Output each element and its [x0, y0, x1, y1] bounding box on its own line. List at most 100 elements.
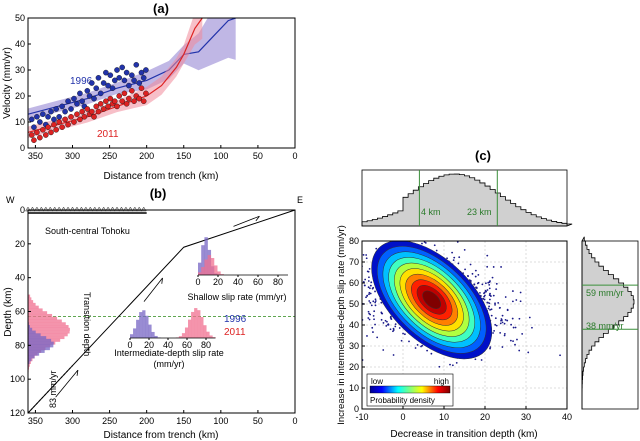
- right-marginal-box: [581, 240, 639, 410]
- panel-a-title: (a): [153, 1, 169, 16]
- depth-hist-2011: [28, 311, 48, 315]
- c-sample-point: [501, 314, 504, 317]
- c-sample-point: [384, 319, 387, 322]
- c-sample-point: [488, 284, 491, 286]
- a-point-2011: [31, 137, 37, 143]
- a-point-2011: [56, 119, 62, 125]
- c-sample-point: [486, 265, 489, 268]
- c-sample-point: [500, 266, 502, 268]
- a-point-1996: [37, 119, 43, 125]
- c-sample-point: [559, 354, 561, 357]
- a-xtick-label: 350: [28, 151, 43, 161]
- a-point-1996: [105, 82, 111, 89]
- c-sample-point: [477, 273, 480, 276]
- a-xtick-label: 100: [213, 151, 228, 161]
- east-label: E: [297, 195, 303, 205]
- a-point-2011: [40, 127, 46, 133]
- a-point-1996: [40, 111, 46, 117]
- c-sample-point: [477, 281, 480, 284]
- shallow-hist-2011: [198, 272, 202, 275]
- c-sample-point: [521, 333, 524, 335]
- a-point-2011: [116, 93, 123, 99]
- c-sample-point: [457, 262, 460, 265]
- intermediate-arrow: [143, 277, 163, 302]
- c-sample-point: [355, 316, 357, 318]
- colorbar: [369, 385, 451, 394]
- c-sample-point: [488, 302, 491, 305]
- a-xtick-label: 150: [176, 151, 191, 161]
- c-sample-point: [489, 347, 491, 350]
- a-point-2011: [103, 98, 109, 104]
- depth-hist-1996: [28, 349, 45, 353]
- c-xtick-label: -10: [355, 412, 368, 422]
- c-sample-point: [368, 276, 370, 279]
- shallow-tick-label: 80: [273, 277, 283, 287]
- intermediate-tick-label: 80: [201, 340, 211, 350]
- a-point-2011: [88, 108, 95, 115]
- intermediate-tick-label: 20: [144, 340, 154, 350]
- plate-arrow: [55, 369, 79, 398]
- c-sample-point: [421, 242, 423, 245]
- c-sample-point: [489, 308, 491, 311]
- panel-a-ylabel: Velocity (mm/yr): [2, 47, 13, 119]
- c-sample-point: [364, 278, 367, 281]
- a-point-1996: [119, 64, 125, 71]
- c-ytick-label: 40: [349, 320, 359, 330]
- c-sample-point: [374, 301, 377, 304]
- slab-extension: [27, 365, 73, 414]
- depth-hist-2011: [28, 330, 70, 334]
- a-point-2011: [71, 119, 77, 125]
- c-ytick-label: 60: [349, 278, 359, 288]
- c-sample-point: [503, 334, 506, 337]
- depth-hist-2011: [28, 366, 30, 370]
- c-sample-point: [369, 287, 371, 290]
- intermediate-hist-2011: [197, 310, 201, 338]
- c-sample-point: [376, 336, 379, 339]
- top-marginal-label-1: 4 km: [421, 207, 441, 217]
- depth-hist-2011: [28, 302, 36, 306]
- a-point-1996: [74, 101, 80, 107]
- c-sample-point: [483, 298, 486, 301]
- depth-hist-1996: [28, 347, 50, 351]
- c-contour-level: [422, 290, 441, 309]
- a-point-2011: [59, 124, 65, 130]
- intermediate-inset-xlabel2: (mm/yr): [154, 359, 185, 369]
- c-sample-point: [392, 354, 395, 356]
- intermediate-hist-1996: [139, 312, 143, 338]
- c-sample-point: [374, 323, 376, 326]
- depth-hist-1996: [28, 344, 54, 348]
- a-xtick-label: 50: [253, 151, 263, 161]
- c-sample-point: [426, 349, 429, 352]
- a-point-1996: [143, 67, 149, 73]
- intermediate-tick-label: 0: [127, 340, 132, 350]
- b-xtick-label: 300: [65, 416, 80, 426]
- intermediate-hist-2011: [188, 319, 192, 338]
- panel-b: (b) W E 0 20 40 60 800 20 40 60 80 350 300 250 200 1…: [3, 186, 303, 441]
- a-point-2011: [129, 88, 135, 94]
- a-point-2011: [65, 121, 71, 128]
- depth-hist-2011: [28, 325, 69, 328]
- c-sample-point: [486, 254, 489, 257]
- c-xtick-label: 30: [521, 412, 531, 422]
- a-point-2011: [48, 129, 54, 136]
- region-label: South-central Tohoku: [45, 226, 130, 236]
- c-sample-point: [368, 300, 371, 302]
- a-point-2011: [51, 121, 57, 128]
- c-sample-point: [487, 307, 490, 310]
- c-sample-point: [490, 314, 493, 317]
- depth-hist-1996: [28, 338, 52, 342]
- intermediate-hist-1996: [151, 331, 155, 338]
- c-sample-point: [370, 304, 373, 307]
- c-sample-point: [375, 247, 378, 250]
- c-sample-point: [484, 289, 487, 292]
- c-sample-point: [488, 294, 491, 296]
- c-sample-point: [366, 335, 368, 337]
- a-point-2011: [53, 127, 59, 133]
- c-sample-point: [512, 326, 515, 329]
- legend-2011-a: 2011: [97, 129, 119, 140]
- depth-hist-2011: [28, 316, 58, 320]
- c-sample-point: [372, 300, 375, 303]
- c-sample-point: [497, 301, 500, 304]
- c-sample-point: [433, 244, 436, 247]
